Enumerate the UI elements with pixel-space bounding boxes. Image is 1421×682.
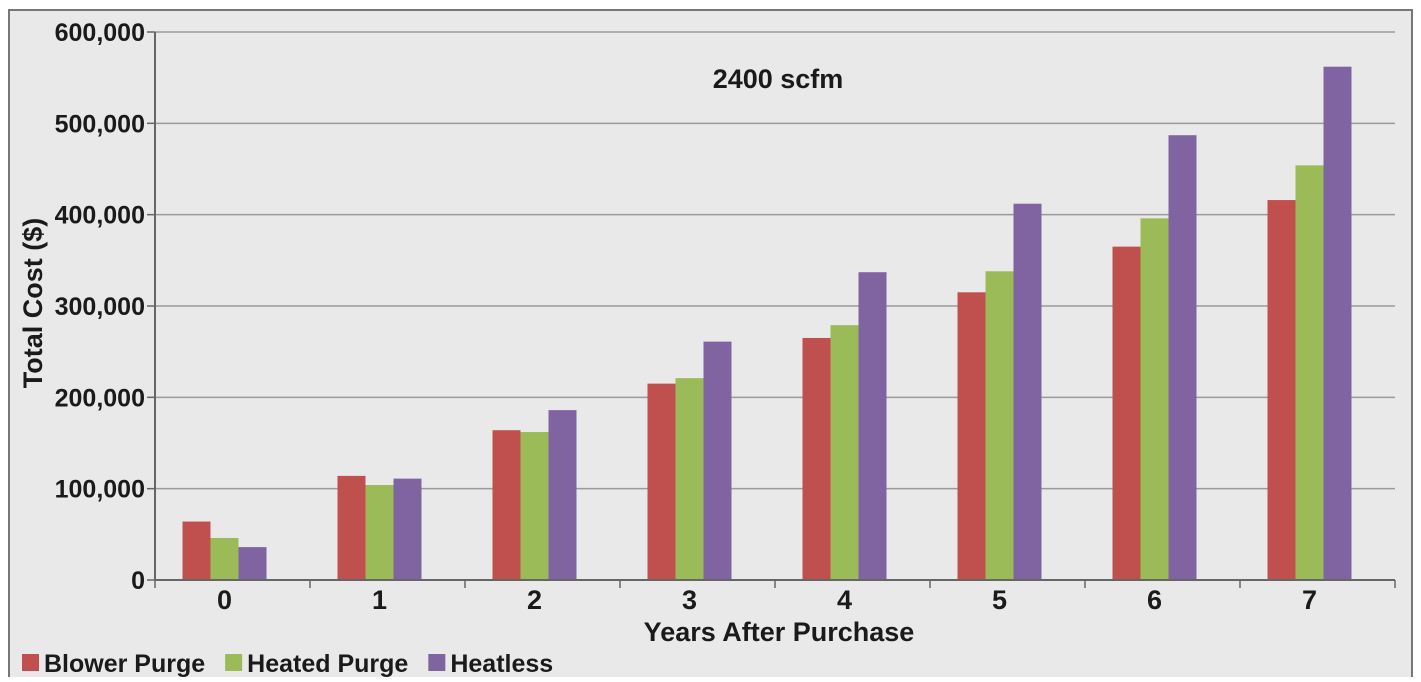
y-tick-label: 200,000 [55,384,145,412]
bar-blower-purge [337,475,366,580]
bar-heatless [703,341,732,580]
bar-heatless [1013,203,1042,580]
bar-heatless [1323,66,1352,580]
x-axis-ticks: 0 1 2 3 4 5 6 7 [154,580,1396,615]
y-tick-label: 600,000 [55,19,145,47]
x-tick-label: 0 [217,585,232,615]
bars [182,66,1352,580]
legend-label: Heated Purge [247,650,408,677]
y-tick-label: 500,000 [55,110,145,138]
legend-label: Blower Purge [44,650,205,677]
x-tick-label: 1 [372,585,387,615]
x-tick-label: 2 [527,585,542,615]
y-tick-label: 100,000 [55,476,145,504]
legend: Blower Purge Heated Purge Heatless [22,650,553,678]
bar-blower-purge [1112,246,1141,580]
bar-heated-purge [520,432,549,580]
y-axis-label: Total Cost ($) [18,218,48,389]
bar-heatless [238,547,267,580]
x-tick-label: 4 [837,585,852,615]
bar-blower-purge [492,430,521,580]
bar-heated-purge [675,378,704,580]
legend-label: Heatless [450,650,553,677]
bar-heated-purge [985,271,1014,580]
bar-heated-purge [1140,218,1169,580]
bar-blower-purge [957,292,986,580]
bar-heatless [858,272,887,580]
y-tick-label: 400,000 [55,202,145,230]
bar-heatless [1168,135,1197,580]
x-tick-label: 7 [1302,585,1317,615]
bar-heated-purge [830,325,859,580]
bar-heated-purge [1295,165,1324,580]
bar-blower-purge [802,337,831,580]
bar-heated-purge [365,485,394,580]
legend-swatch [22,654,39,671]
bar-blower-purge [1267,200,1296,580]
chart-title: 2400 scfm [713,64,844,94]
legend-swatch [428,654,446,671]
bar-blower-purge [182,521,211,580]
bar-heatless [393,478,422,580]
y-tick-label: 300,000 [55,293,145,321]
y-axis-ticks: 0 100,000 200,000 300,000 400,000 500,000 600,… [55,19,155,595]
bar-heatless [548,410,577,580]
x-axis-label: Years After Purchase [644,617,915,647]
x-tick-label: 3 [682,585,697,615]
bar-blower-purge [647,383,676,580]
bar-heated-purge [210,537,239,580]
x-tick-label: 5 [992,585,1007,615]
y-tick-label: 0 [131,567,145,595]
x-tick-label: 6 [1147,585,1162,615]
legend-swatch [225,654,243,671]
